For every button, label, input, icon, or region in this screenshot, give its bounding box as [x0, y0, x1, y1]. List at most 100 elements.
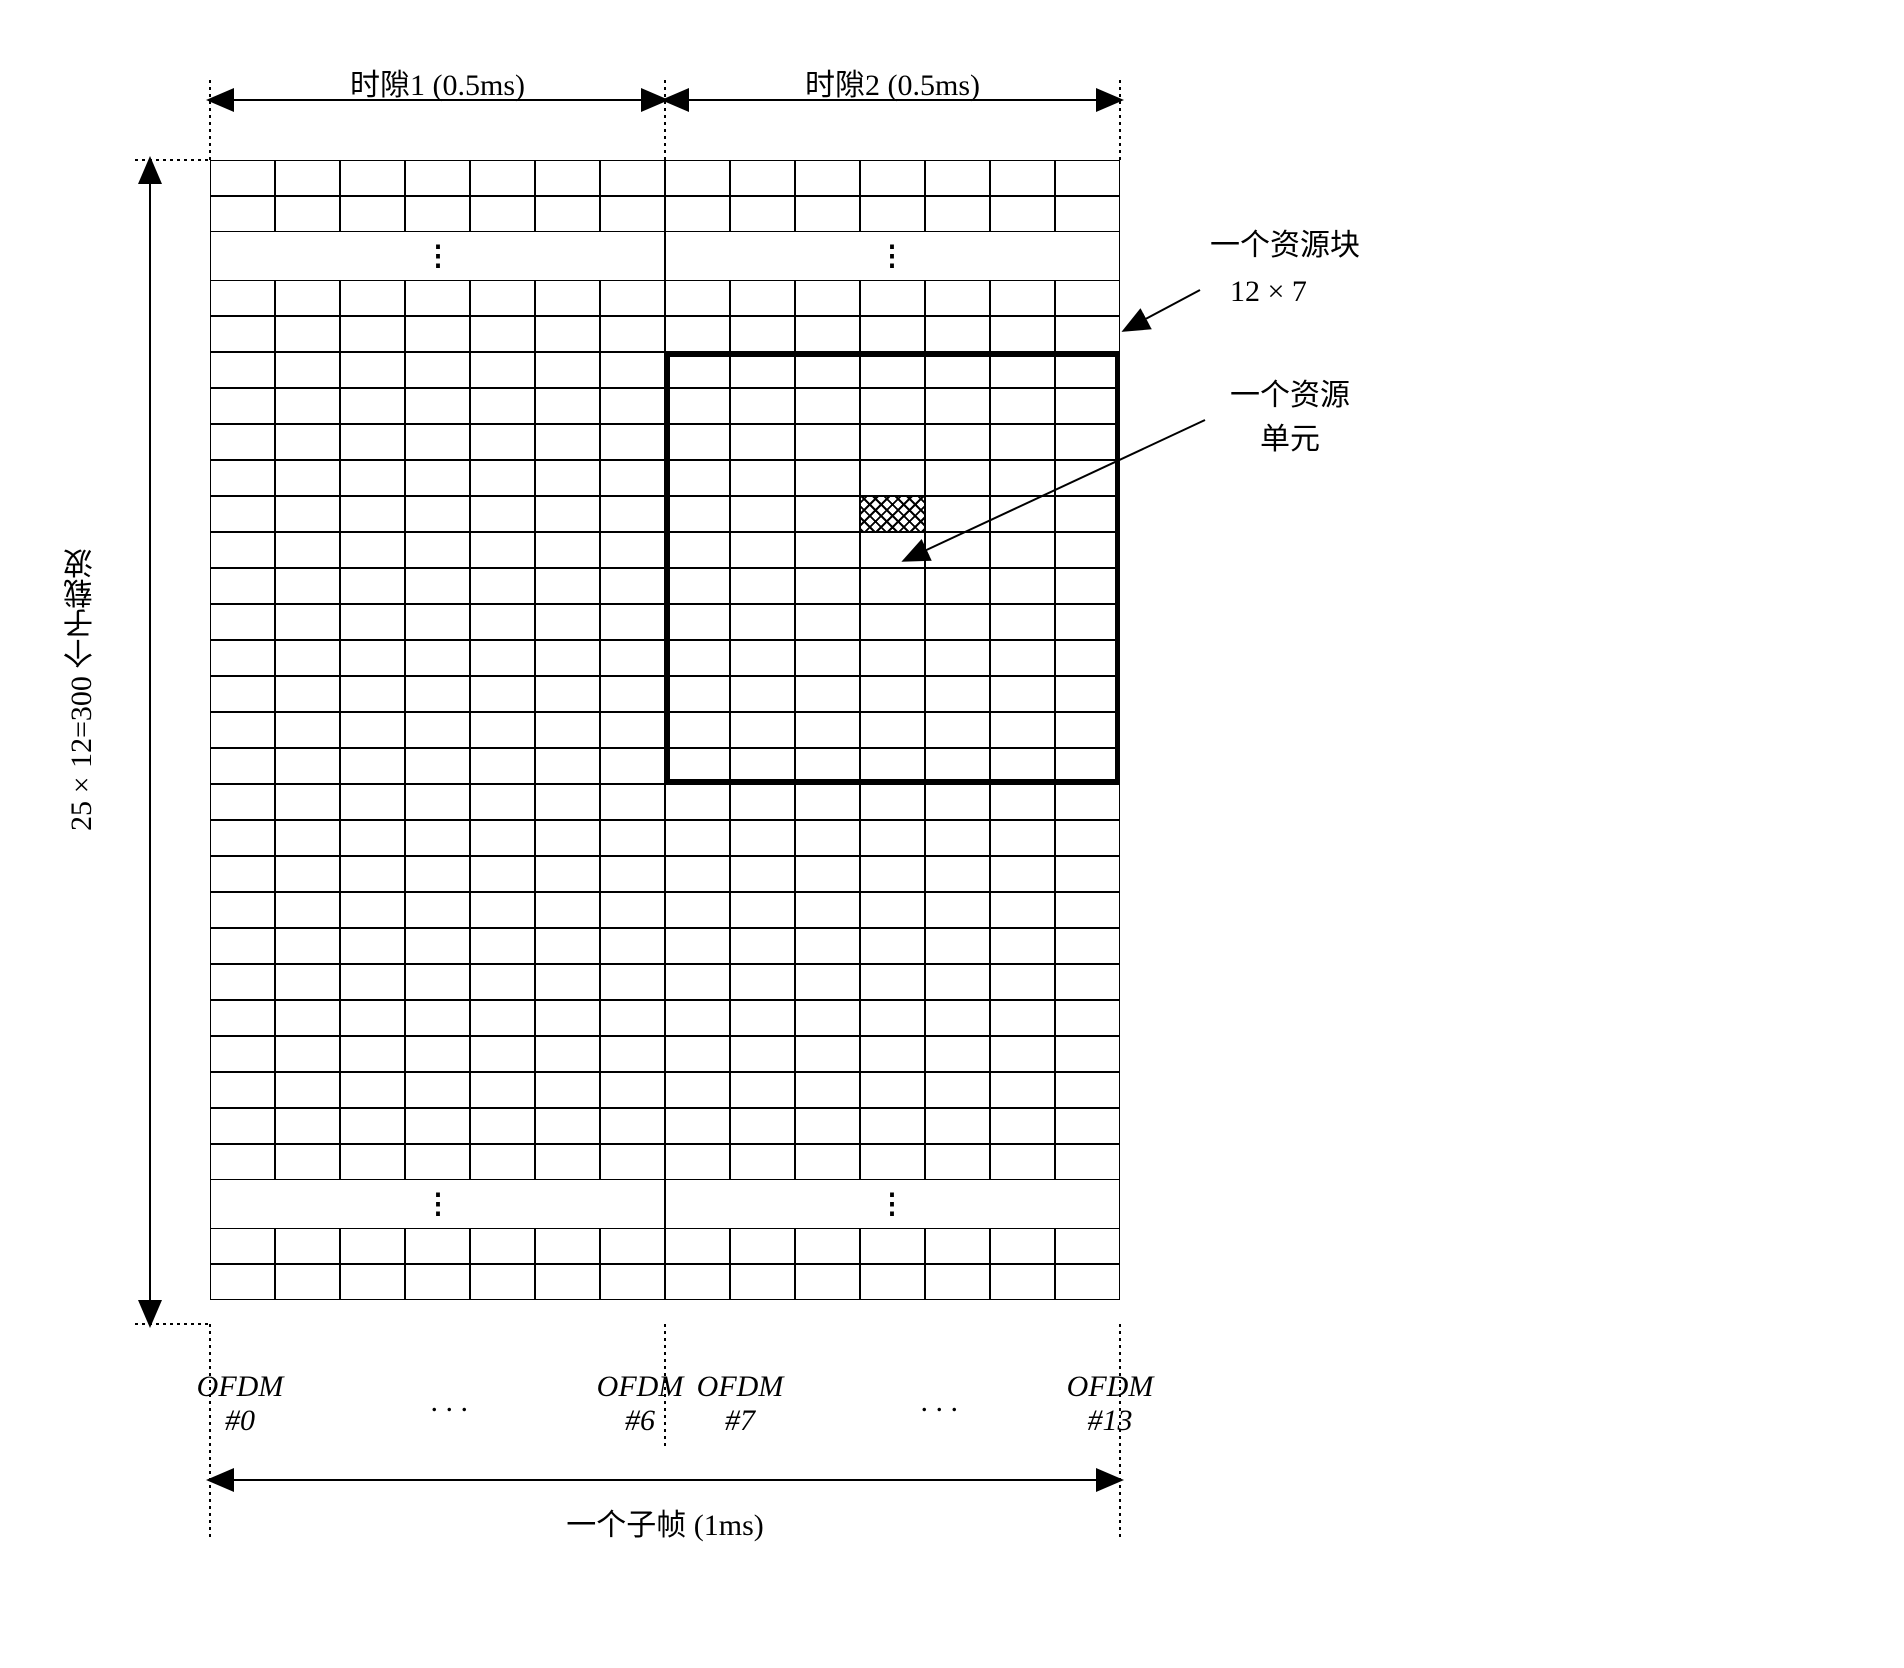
grid-cell [665, 496, 730, 532]
grid-cell [730, 712, 795, 748]
grid-cell [730, 928, 795, 964]
grid-cell [340, 1072, 405, 1108]
grid-cell [1055, 460, 1120, 496]
grid-cell [600, 640, 665, 676]
grid-cell [990, 1036, 1055, 1072]
grid-cell [470, 460, 535, 496]
grid-cell [405, 892, 470, 928]
grid-cell [860, 352, 925, 388]
grid-cell [275, 316, 340, 352]
grid-cell [210, 460, 275, 496]
grid-cell [795, 604, 860, 640]
grid-cell [470, 352, 535, 388]
grid-cell [210, 1108, 275, 1144]
grid-cell [860, 748, 925, 784]
grid-cell [275, 160, 340, 196]
grid-cell [860, 856, 925, 892]
grid-cell [600, 280, 665, 316]
grid-cell [925, 676, 990, 712]
grid-cell [340, 784, 405, 820]
grid-cell [600, 568, 665, 604]
grid-cell [340, 1036, 405, 1072]
grid-cell [860, 316, 925, 352]
grid-cell [340, 388, 405, 424]
grid-cell [340, 712, 405, 748]
grid-cell [860, 676, 925, 712]
grid-cell [730, 1036, 795, 1072]
grid-cell [925, 820, 990, 856]
grid-cell [600, 712, 665, 748]
grid-cell [730, 1072, 795, 1108]
grid-cell [665, 964, 730, 1000]
grid-cell [210, 964, 275, 1000]
grid-cell [925, 568, 990, 604]
grid-cell [795, 352, 860, 388]
grid-cell [210, 1264, 275, 1300]
grid-cell [925, 1072, 990, 1108]
grid-cell [210, 1144, 275, 1180]
grid-cell [340, 160, 405, 196]
grid-cell [340, 1144, 405, 1180]
grid-cell [795, 1036, 860, 1072]
grid-cell [600, 1108, 665, 1144]
grid-cell [990, 280, 1055, 316]
grid-cell [730, 1264, 795, 1300]
grid-cell [795, 424, 860, 460]
grid-cell [275, 928, 340, 964]
grid-cell [990, 640, 1055, 676]
grid-cell [405, 1036, 470, 1072]
grid-cell [860, 532, 925, 568]
grid-cell [795, 1144, 860, 1180]
grid-cell [535, 496, 600, 532]
grid-cell [340, 856, 405, 892]
grid-cell [1055, 280, 1120, 316]
slot1-label: 时隙1 (0.5ms) [210, 60, 665, 104]
grid-cell [925, 928, 990, 964]
grid-cell [665, 280, 730, 316]
rb-title-label: 一个资源块 [1210, 220, 1360, 264]
grid-cell [860, 1036, 925, 1072]
grid-cell [925, 1144, 990, 1180]
grid-cell [210, 1072, 275, 1108]
grid-cell [925, 316, 990, 352]
grid-cell [275, 676, 340, 712]
grid-cell [275, 532, 340, 568]
grid-cell [795, 712, 860, 748]
grid-cell [665, 892, 730, 928]
grid-cell [275, 424, 340, 460]
ofdm-7-label: OFDM #7 [680, 1370, 800, 1438]
grid-cell [600, 1264, 665, 1300]
grid-cell [600, 820, 665, 856]
grid-cell [990, 1000, 1055, 1036]
grid-cell [860, 1264, 925, 1300]
grid-cell [340, 676, 405, 712]
grid-cell [860, 820, 925, 856]
grid-cell [730, 784, 795, 820]
grid-cell [925, 856, 990, 892]
grid-cell [600, 1072, 665, 1108]
grid-cell [990, 1228, 1055, 1264]
ofdm-dots-1: . . . [370, 1385, 530, 1419]
grid-cell [1055, 1144, 1120, 1180]
grid-cell [535, 676, 600, 712]
grid-cell [210, 568, 275, 604]
grid-cell [665, 1228, 730, 1264]
grid-cell [795, 568, 860, 604]
grid-cell [1055, 604, 1120, 640]
grid-cell [1055, 964, 1120, 1000]
grid-cell [535, 280, 600, 316]
grid-cell [340, 496, 405, 532]
grid-cell [860, 964, 925, 1000]
grid-cell [535, 316, 600, 352]
grid-cell [1055, 568, 1120, 604]
grid-cell [405, 460, 470, 496]
grid-cell [795, 928, 860, 964]
grid-cell [405, 1072, 470, 1108]
grid-cell [795, 748, 860, 784]
grid-cell [730, 1144, 795, 1180]
grid-cell [665, 1000, 730, 1036]
grid-cell [1055, 1036, 1120, 1072]
grid-cell [535, 1108, 600, 1144]
grid-cell [990, 160, 1055, 196]
grid-cell [860, 892, 925, 928]
